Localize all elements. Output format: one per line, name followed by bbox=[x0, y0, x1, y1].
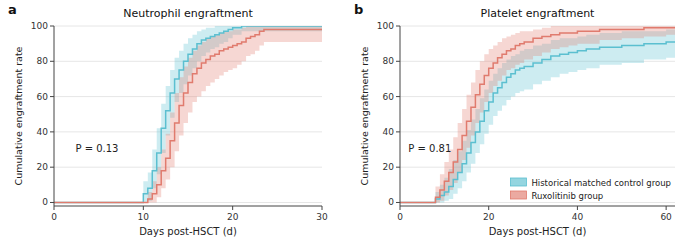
y-tick bbox=[50, 61, 54, 62]
legend-label: Historical matched control group bbox=[531, 178, 671, 188]
panel: 0 20 40 60 0 20 40 60 80 100 Days post-HSCT (d) Cum… bbox=[354, 2, 675, 237]
x-tick bbox=[577, 206, 578, 210]
y-tick bbox=[50, 96, 54, 97]
x-tick-label: 0 bbox=[51, 212, 57, 222]
confidence-band bbox=[54, 26, 322, 202]
grid-line bbox=[400, 131, 675, 132]
y-tick bbox=[50, 131, 54, 132]
x-axis-label: Days post-HSCT (d) bbox=[489, 226, 587, 237]
legend-swatch bbox=[510, 191, 526, 199]
grid-line bbox=[400, 96, 675, 97]
p-value: P = 0.13 bbox=[75, 143, 118, 154]
y-tick-label: 20 bbox=[37, 162, 49, 172]
confidence-band bbox=[54, 26, 322, 202]
panel-label: b bbox=[354, 2, 363, 17]
y-tick-label: 80 bbox=[37, 56, 49, 66]
x-tick-label: 0 bbox=[397, 212, 403, 222]
x-axis bbox=[54, 206, 322, 207]
x-tick-label: 60 bbox=[660, 212, 672, 222]
y-tick-label: 40 bbox=[37, 127, 49, 137]
y-tick-label: 100 bbox=[377, 21, 394, 31]
step-line bbox=[400, 42, 675, 203]
x-tick bbox=[666, 206, 667, 210]
panel-label: a bbox=[8, 2, 17, 17]
step-line bbox=[400, 28, 675, 203]
y-tick-label: 80 bbox=[383, 56, 395, 66]
step-line bbox=[54, 30, 322, 203]
y-tick-label: 60 bbox=[37, 92, 49, 102]
y-tick bbox=[396, 61, 400, 62]
y-axis bbox=[54, 26, 55, 206]
x-tick bbox=[54, 206, 55, 210]
step-line bbox=[54, 26, 322, 202]
grid-line bbox=[54, 167, 322, 168]
y-tick bbox=[50, 202, 54, 203]
y-tick-label: 40 bbox=[383, 127, 395, 137]
legend-swatch bbox=[510, 178, 526, 186]
title: Platelet engraftment bbox=[481, 7, 596, 20]
y-tick-label: 60 bbox=[383, 92, 395, 102]
x-axis-label: Days post-HSCT (d) bbox=[139, 226, 237, 237]
chart: 0 10 20 30 0 20 40 60 80 100 Days post-HSCT (d) Cum… bbox=[0, 0, 685, 243]
x-tick bbox=[400, 206, 401, 210]
grid-line bbox=[400, 167, 675, 168]
plot-area bbox=[400, 26, 675, 202]
y-tick-label: 0 bbox=[388, 197, 394, 207]
y-tick bbox=[396, 96, 400, 97]
x-tick-label: 40 bbox=[572, 212, 584, 222]
y-tick bbox=[396, 202, 400, 203]
y-tick bbox=[396, 167, 400, 168]
legend: Historical matched control group Ruxoliti… bbox=[510, 178, 671, 201]
grid-line bbox=[54, 131, 322, 132]
y-tick bbox=[50, 26, 54, 27]
y-axis-label: Cumulative engraftment rate bbox=[13, 46, 24, 185]
panel: 0 10 20 30 0 20 40 60 80 100 Days post-HSCT (d) Cum… bbox=[8, 2, 328, 237]
confidence-band bbox=[400, 26, 675, 202]
plot-area bbox=[54, 26, 322, 202]
x-tick-label: 10 bbox=[138, 212, 150, 222]
x-tick bbox=[232, 206, 233, 210]
legend-label: Ruxolitinib group bbox=[531, 191, 603, 201]
x-tick-label: 30 bbox=[316, 212, 328, 222]
y-tick bbox=[50, 167, 54, 168]
title: Neutrophil engraftment bbox=[123, 7, 253, 20]
x-tick bbox=[143, 206, 144, 210]
p-value: P = 0.81 bbox=[408, 143, 451, 154]
y-tick-label: 100 bbox=[31, 21, 48, 31]
x-tick bbox=[488, 206, 489, 210]
y-tick bbox=[396, 26, 400, 27]
y-tick bbox=[396, 131, 400, 132]
y-axis-label: Cumulative engraftment rate bbox=[359, 46, 370, 185]
x-tick-label: 20 bbox=[227, 212, 239, 222]
y-axis bbox=[400, 26, 401, 206]
y-tick-label: 20 bbox=[383, 162, 395, 172]
x-tick-label: 20 bbox=[483, 212, 495, 222]
y-tick-label: 0 bbox=[42, 197, 48, 207]
x-tick bbox=[322, 206, 323, 210]
x-axis bbox=[400, 206, 675, 207]
